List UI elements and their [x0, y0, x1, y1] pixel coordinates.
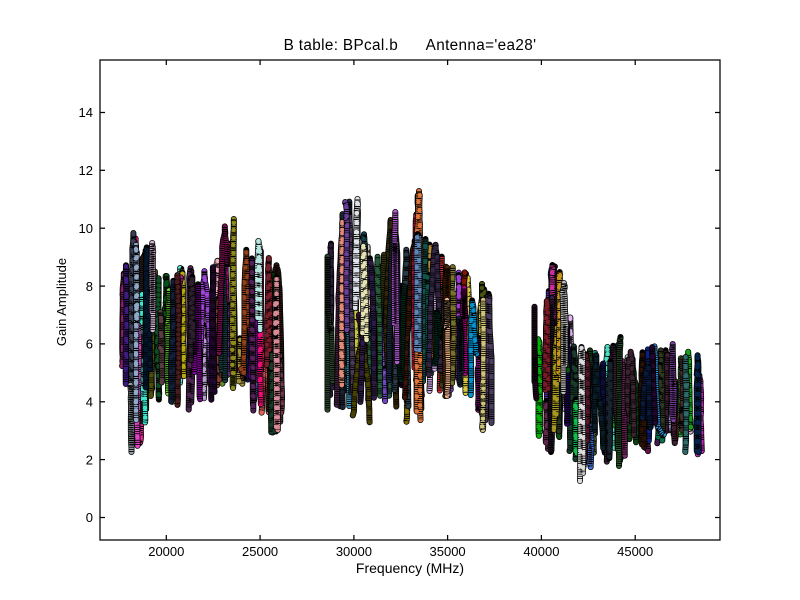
svg-text:10: 10	[79, 221, 93, 236]
svg-text:8: 8	[86, 279, 93, 294]
svg-text:12: 12	[79, 163, 93, 178]
svg-text:40000: 40000	[523, 544, 559, 559]
svg-text:35000: 35000	[430, 544, 466, 559]
svg-text:30000: 30000	[336, 544, 372, 559]
svg-text:25000: 25000	[242, 544, 278, 559]
svg-text:45000: 45000	[617, 544, 653, 559]
svg-text:B table: BPcal.b Antenna=: B table: BPcal.b Antenna='ea28'	[284, 37, 537, 54]
svg-text:4: 4	[86, 395, 93, 410]
svg-text:20000: 20000	[148, 544, 184, 559]
svg-text:Frequency (MHz): Frequency (MHz)	[356, 560, 464, 576]
svg-text:2: 2	[86, 452, 93, 467]
svg-text:Gain Amplitude: Gain Amplitude	[54, 258, 69, 346]
svg-text:14: 14	[79, 105, 93, 120]
svg-text:0: 0	[86, 510, 93, 525]
svg-text:6: 6	[86, 337, 93, 352]
